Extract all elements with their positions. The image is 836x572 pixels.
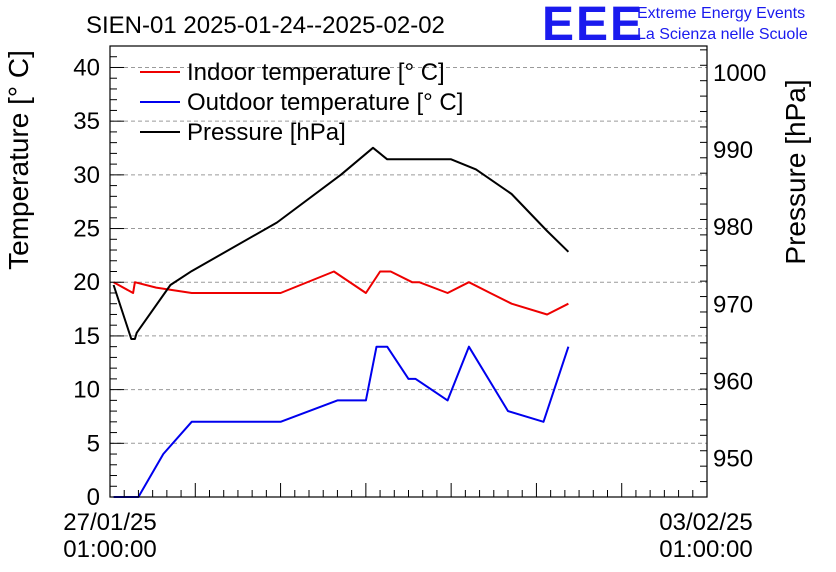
left-axis-title: Temperature [° C] [3, 50, 34, 270]
eee-logo-mark: EEE [542, 0, 644, 51]
legend: Indoor temperature [° C] Outdoor temperat… [140, 59, 463, 146]
left-axis-tick-label: 25 [73, 216, 100, 243]
x-start-time-label: 01:00:00 [63, 536, 156, 563]
x-end-date-label: 03/02/25 [659, 509, 752, 536]
left-axis-tick-label: 35 [73, 108, 100, 135]
grid-lines [110, 66, 707, 444]
left-axis-tick-label: 0 [87, 484, 100, 511]
left-axis-tick-label: 10 [73, 377, 100, 404]
eee-logo: EEE Extreme Energy Events La Scienza nel… [542, 0, 808, 51]
eee-logo-caption-1: Extreme Energy Events [637, 5, 805, 22]
right-axis-tick-label: 1000 [713, 60, 766, 87]
series-line-2 [113, 345, 570, 498]
right-axis-tick-label: 960 [713, 368, 753, 395]
left-axis-tick-label: 15 [73, 323, 100, 350]
left-axis-tick-label: 40 [73, 54, 100, 81]
x-start-date-label: 27/01/25 [63, 509, 156, 536]
legend-label-3: Pressure [hPa] [187, 119, 346, 146]
left-axis-tick-label: 5 [87, 430, 100, 457]
right-axis-tick-label: 970 [713, 291, 753, 318]
right-axis-tick-label: 980 [713, 214, 753, 241]
chart-title: SIEN-01 2025-01-24--2025-02-02 [86, 12, 445, 39]
legend-label-1: Indoor temperature [° C] [187, 59, 445, 86]
right-axis: 950 960 970 980 990 1000 [700, 49, 766, 498]
right-axis-tick-label: 990 [713, 137, 753, 164]
left-axis-tick-label: 30 [73, 162, 100, 189]
left-axis: 0 5 10 15 20 25 30 35 40 [73, 45, 124, 511]
series-line-1 [113, 270, 569, 316]
series-line-3 [112, 146, 570, 340]
left-axis-tick-label: 20 [73, 269, 100, 296]
series-layer [112, 146, 570, 498]
x-axis [109, 483, 708, 497]
x-end-time-label: 01:00:00 [659, 536, 752, 563]
right-axis-tick-label: 950 [713, 445, 753, 472]
x-axis-labels: 27/01/25 01:00:00 03/02/25 01:00:00 [63, 509, 752, 563]
legend-label-2: Outdoor temperature [° C] [187, 89, 463, 116]
eee-logo-caption-2: La Scienza nelle Scuole [637, 26, 808, 43]
right-axis-title: Pressure [hPa] [780, 79, 811, 264]
